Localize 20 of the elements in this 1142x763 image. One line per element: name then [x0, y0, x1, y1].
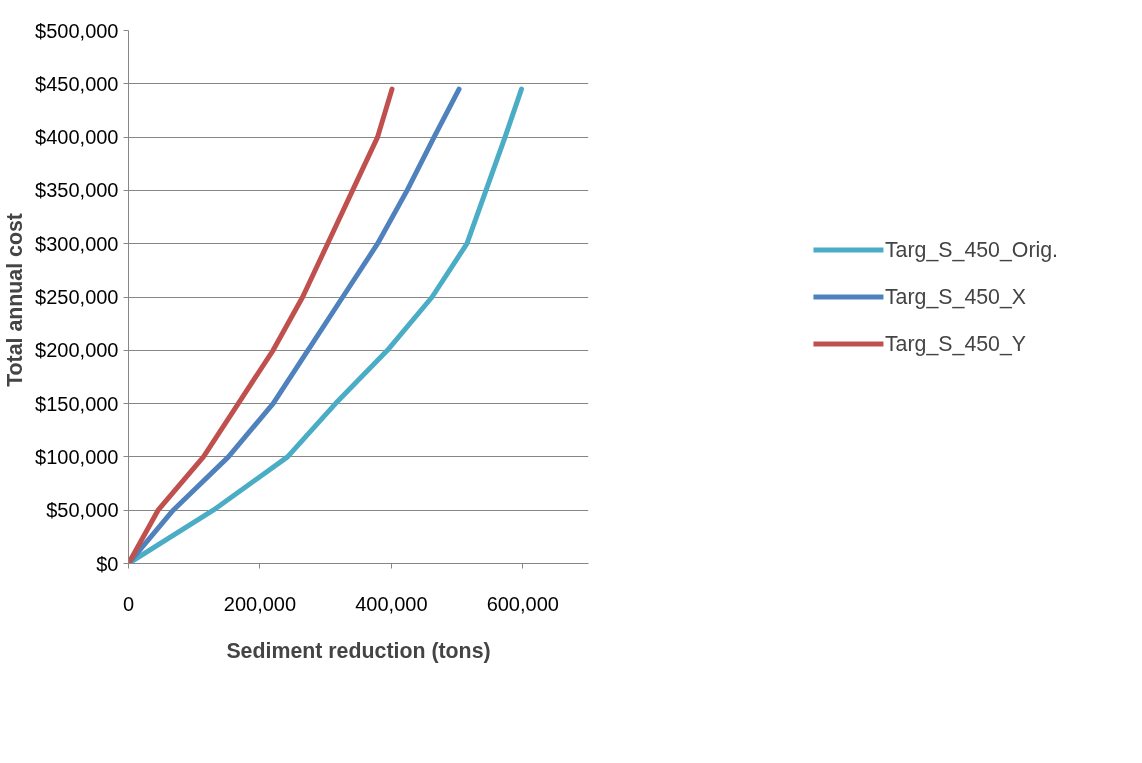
y-tick-label: $250,000: [35, 286, 119, 308]
x-tick-label: 0: [122, 592, 135, 615]
y-axis-title: Total annual cost: [3, 213, 28, 387]
legend-label: Targ_S_450_Y: [884, 331, 1027, 356]
y-tick-label: $150,000: [35, 392, 119, 415]
legend-label: Targ_S_450_Orig.: [884, 237, 1059, 262]
x-tick-label: 400,000: [355, 592, 428, 615]
legend-label: Targ_S_450_X: [884, 284, 1027, 309]
y-tick-label: $350,000: [35, 179, 119, 202]
y-tick-label: $450,000: [35, 72, 119, 95]
x-axis-title: Sediment reduction (tons): [226, 638, 491, 663]
y-tick-label: $400,000: [35, 126, 119, 149]
y-tick-label: $300,000: [35, 232, 119, 255]
y-tick-label: $500,000: [35, 19, 119, 42]
x-tick-label: 600,000: [486, 592, 559, 615]
x-tick-label: 200,000: [223, 592, 297, 615]
y-tick-label: $100,000: [35, 445, 119, 468]
y-tick-label: $200,000: [35, 339, 119, 362]
y-tick-label: $0: [96, 552, 119, 575]
y-tick-label: $50,000: [46, 499, 119, 522]
